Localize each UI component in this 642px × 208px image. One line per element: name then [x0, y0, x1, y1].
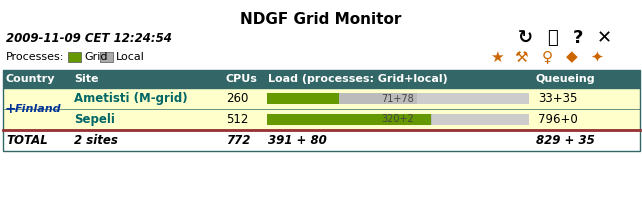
Bar [267, 93, 338, 104]
Text: Grid: Grid [84, 52, 107, 62]
Text: Site: Site [74, 74, 98, 84]
Text: 320+2: 320+2 [381, 114, 414, 125]
Text: CPUs: CPUs [226, 74, 258, 84]
Text: NDGF Grid Monitor: NDGF Grid Monitor [240, 12, 402, 27]
Bar [100, 52, 113, 62]
Text: +: + [5, 102, 17, 116]
Text: 512: 512 [226, 113, 248, 126]
Bar [68, 52, 81, 62]
Bar [3, 88, 640, 130]
Text: Ametisti (M-grid): Ametisti (M-grid) [74, 92, 187, 105]
Bar [431, 114, 432, 125]
Text: Finland: Finland [15, 104, 62, 114]
Text: ✦: ✦ [591, 50, 603, 64]
Text: 829 + 35: 829 + 35 [536, 134, 594, 147]
Text: Sepeli: Sepeli [74, 113, 115, 126]
Text: ⭳: ⭳ [546, 29, 557, 47]
Bar [3, 130, 640, 151]
Text: Queueing: Queueing [536, 74, 596, 84]
Text: Processes:: Processes: [6, 52, 64, 62]
Text: ★: ★ [490, 50, 504, 64]
Bar [3, 70, 640, 88]
Text: 391 + 80: 391 + 80 [268, 134, 327, 147]
Text: ⚒: ⚒ [514, 50, 528, 64]
Text: Country: Country [6, 74, 55, 84]
Bar [267, 114, 431, 125]
Text: Local: Local [116, 52, 145, 62]
Text: ✕: ✕ [596, 29, 612, 47]
Text: 2 sites: 2 sites [74, 134, 118, 147]
Text: 796+0: 796+0 [538, 113, 578, 126]
Bar [267, 93, 529, 104]
Text: 2009-11-09 CET 12:24:54: 2009-11-09 CET 12:24:54 [6, 31, 172, 45]
Bar [338, 93, 417, 104]
Text: TOTAL: TOTAL [6, 134, 48, 147]
Bar [3, 70, 640, 88]
Text: 71+78: 71+78 [381, 94, 414, 104]
Text: 260: 260 [226, 92, 248, 105]
Text: ♀: ♀ [541, 50, 553, 64]
Text: ↻: ↻ [517, 29, 533, 47]
Text: ◆: ◆ [566, 50, 578, 64]
Text: ?: ? [573, 29, 583, 47]
Text: 772: 772 [226, 134, 250, 147]
Text: 33+35: 33+35 [538, 92, 577, 105]
Text: Load (processes: Grid+local): Load (processes: Grid+local) [268, 74, 447, 84]
Bar [267, 114, 529, 125]
